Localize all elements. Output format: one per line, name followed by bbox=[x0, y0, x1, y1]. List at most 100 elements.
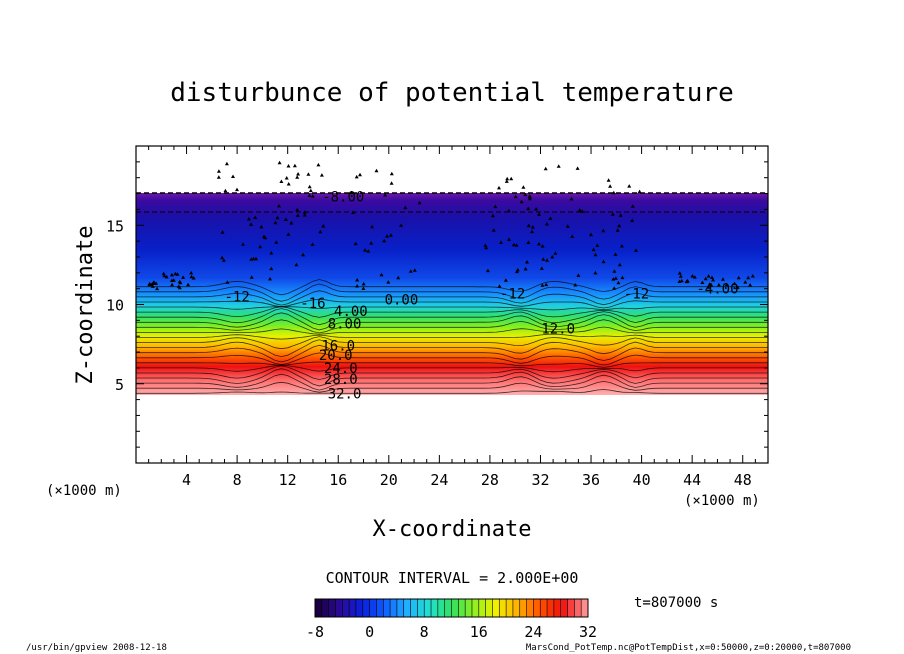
noise-mark bbox=[576, 273, 581, 277]
contour-lines bbox=[136, 279, 768, 394]
noise-mark bbox=[617, 262, 622, 267]
y-tick-label: 5 bbox=[115, 376, 124, 394]
colorbar-cell bbox=[403, 599, 412, 617]
colorbar-cell bbox=[315, 599, 323, 617]
contour-label: 4.00 bbox=[334, 304, 368, 320]
noise-mark bbox=[507, 237, 511, 241]
noise-marks bbox=[147, 160, 755, 291]
contour-label: 16.0 bbox=[321, 339, 355, 355]
contour-line bbox=[136, 344, 768, 363]
noise-mark bbox=[286, 182, 291, 186]
noise-mark bbox=[374, 168, 379, 173]
noise-mark bbox=[526, 223, 531, 228]
noise-mark bbox=[690, 274, 695, 278]
colorbar-cell bbox=[321, 599, 330, 617]
noise-mark bbox=[577, 208, 582, 212]
noise-mark bbox=[181, 275, 186, 279]
contour-line bbox=[136, 319, 768, 334]
noise-mark bbox=[289, 221, 294, 225]
noise-mark bbox=[515, 267, 520, 272]
noise-mark bbox=[493, 204, 498, 209]
noise-mark bbox=[519, 199, 524, 204]
x-tick-label: 16 bbox=[329, 471, 347, 489]
noise-mark bbox=[274, 240, 279, 244]
noise-mark bbox=[503, 278, 508, 282]
colorbar-cell bbox=[431, 599, 439, 617]
x-tick-label: 8 bbox=[233, 471, 242, 489]
colorbar-cell bbox=[451, 599, 459, 617]
contour-line bbox=[136, 306, 768, 318]
noise-mark bbox=[221, 258, 226, 262]
noise-mark bbox=[399, 223, 404, 227]
colorbar-cell bbox=[567, 599, 575, 617]
noise-mark bbox=[189, 270, 194, 275]
noise-mark bbox=[513, 194, 518, 199]
noise-mark bbox=[530, 229, 535, 234]
noise-mark bbox=[284, 176, 289, 180]
noise-mark bbox=[553, 251, 558, 255]
colorbar-cell bbox=[574, 599, 582, 617]
noise-mark bbox=[505, 176, 510, 181]
noise-mark bbox=[634, 248, 638, 252]
noise-mark bbox=[279, 179, 284, 183]
noise-mark bbox=[610, 212, 615, 216]
colorbar-cell bbox=[424, 599, 432, 617]
noise-mark bbox=[504, 179, 509, 183]
noise-mark bbox=[286, 164, 291, 168]
colorbar-cell bbox=[369, 599, 377, 617]
noise-mark bbox=[484, 245, 489, 250]
noise-mark bbox=[295, 207, 300, 212]
noise-mark bbox=[732, 281, 737, 286]
contour-line bbox=[136, 352, 768, 366]
contour-line bbox=[136, 389, 768, 394]
colorbar-cell bbox=[533, 599, 541, 617]
noise-mark bbox=[306, 172, 311, 176]
colorbar-cell bbox=[342, 599, 350, 617]
y-tick-label: 15 bbox=[106, 217, 124, 235]
noise-mark bbox=[220, 255, 225, 260]
noise-mark bbox=[319, 173, 324, 177]
noise-mark bbox=[710, 275, 714, 279]
noise-mark bbox=[593, 270, 598, 275]
colorbar-cell bbox=[417, 599, 425, 617]
noise-mark bbox=[308, 188, 313, 193]
contour-label: -4.00 bbox=[696, 282, 738, 298]
noise-mark bbox=[259, 224, 264, 229]
noise-mark bbox=[499, 240, 503, 244]
noise-mark bbox=[530, 225, 535, 229]
noise-mark bbox=[528, 194, 532, 199]
noise-mark bbox=[258, 244, 263, 249]
x-tick-label: 32 bbox=[531, 471, 549, 489]
noise-mark bbox=[677, 271, 682, 275]
colorbar-cell bbox=[349, 599, 357, 617]
contour-line bbox=[136, 365, 768, 380]
colorbar-cell bbox=[499, 599, 507, 617]
x-tick-label: 4 bbox=[182, 471, 191, 489]
noise-mark bbox=[283, 217, 288, 221]
noise-mark bbox=[189, 274, 194, 279]
noise-mark bbox=[627, 184, 632, 188]
noise-mark bbox=[277, 203, 281, 208]
noise-mark bbox=[385, 234, 390, 238]
noise-mark bbox=[523, 266, 528, 271]
noise-mark bbox=[608, 184, 613, 188]
noise-mark bbox=[617, 223, 622, 228]
noise-mark bbox=[310, 194, 315, 198]
colorbar-cell bbox=[512, 599, 521, 617]
contour-label: 20.0 bbox=[319, 348, 353, 364]
colorbar-tick-label: 16 bbox=[470, 623, 488, 641]
noise-mark bbox=[369, 241, 374, 245]
noise-mark bbox=[151, 280, 156, 284]
contour-line bbox=[136, 306, 768, 311]
noise-mark bbox=[396, 275, 401, 280]
noise-mark bbox=[353, 241, 358, 246]
noise-mark bbox=[216, 175, 221, 179]
y-tick-label: 10 bbox=[106, 297, 124, 315]
noise-mark bbox=[169, 272, 174, 277]
noise-mark bbox=[506, 208, 511, 213]
noise-mark bbox=[251, 256, 256, 261]
noise-mark bbox=[241, 242, 245, 246]
noise-mark bbox=[249, 222, 254, 226]
noise-mark bbox=[224, 161, 229, 166]
noise-mark bbox=[526, 206, 531, 211]
